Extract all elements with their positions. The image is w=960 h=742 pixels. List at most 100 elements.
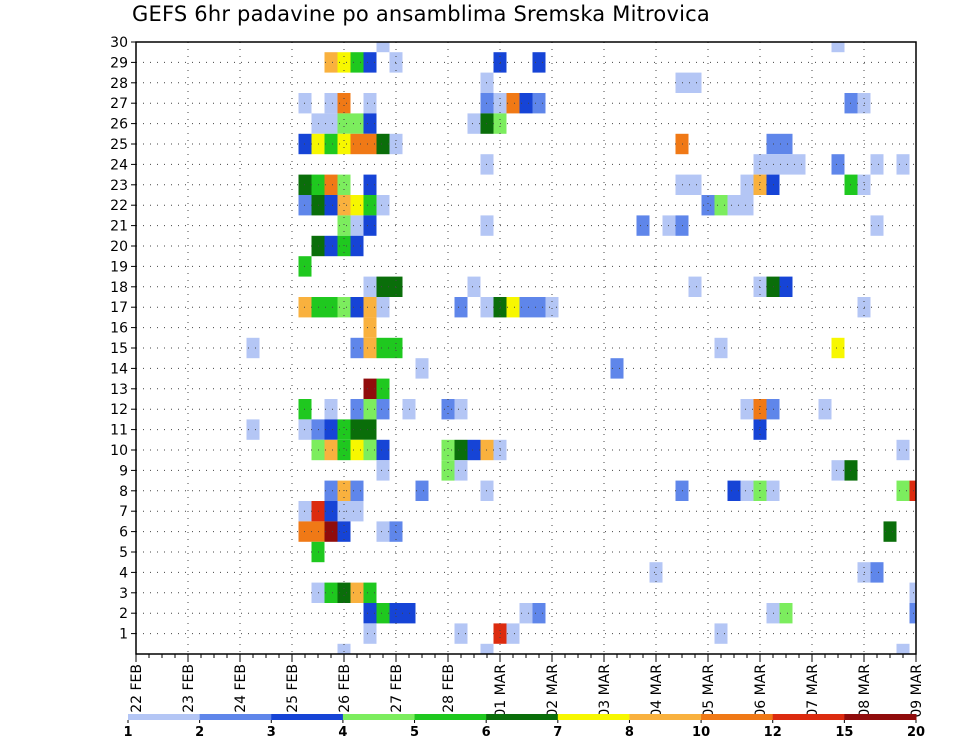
heatmap-cell <box>363 195 377 216</box>
heatmap-cell <box>701 195 715 216</box>
heatmap-cell <box>831 154 845 175</box>
heatmap-cell <box>337 643 351 654</box>
y-tick-label: 18 <box>110 280 128 296</box>
legend-swatch <box>701 714 774 720</box>
heatmap-cell <box>506 297 520 318</box>
heatmap-cell <box>896 154 910 175</box>
heatmap-cell <box>636 215 650 236</box>
y-tick-label: 25 <box>110 137 128 153</box>
y-tick-label: 28 <box>110 76 128 92</box>
heatmap-cell <box>350 439 364 461</box>
y-axis: 1234567891011121314151617181920212223242… <box>110 35 136 643</box>
heatmap-cell <box>740 399 754 420</box>
heatmap-cell <box>363 623 377 644</box>
y-tick-label: 11 <box>110 423 128 439</box>
legend-swatch <box>772 714 845 720</box>
heatmap-cell <box>363 133 377 155</box>
legend-swatch <box>844 714 917 720</box>
heatmap-cell <box>532 297 546 318</box>
heatmap-cell <box>324 195 338 216</box>
y-tick-label: 5 <box>119 545 128 561</box>
y-tick-label: 2 <box>119 606 128 622</box>
heatmap-cell <box>376 521 390 542</box>
heatmap-cell <box>415 358 429 379</box>
heatmap-cell <box>363 399 377 420</box>
heatmap-cell <box>324 93 338 114</box>
heatmap-cell <box>870 562 884 583</box>
heatmap-cell <box>870 154 884 175</box>
heatmap-cell <box>337 113 351 134</box>
cells-layer <box>246 42 916 654</box>
heatmap-cell <box>909 480 916 501</box>
y-tick-label: 27 <box>110 96 128 112</box>
heatmap-cell <box>350 52 364 73</box>
y-tick-label: 23 <box>110 178 128 194</box>
heatmap-cell <box>467 276 481 297</box>
heatmap-cell <box>610 358 624 379</box>
y-tick-label: 4 <box>119 565 128 581</box>
heatmap-cell <box>337 133 351 155</box>
x-tick-label: 08 MAR <box>857 664 873 718</box>
legend-swatch <box>629 714 702 720</box>
heatmap-cell <box>714 337 728 359</box>
heatmap-cell <box>350 419 364 440</box>
heatmap-cell <box>324 113 338 134</box>
heatmap-cell <box>532 52 546 73</box>
x-tick-label: 02 MAR <box>545 664 561 718</box>
heatmap-cell <box>324 399 338 420</box>
heatmap-cell <box>376 337 390 359</box>
heatmap-cell <box>740 480 754 501</box>
y-tick-label: 19 <box>110 259 128 275</box>
heatmap-cell <box>376 399 390 420</box>
heatmap-cell <box>831 460 845 481</box>
y-tick-label: 14 <box>110 361 128 377</box>
heatmap-cell <box>363 276 377 297</box>
heatmap-cell <box>324 297 338 318</box>
heatmap-cell <box>454 460 468 481</box>
heatmap-cell <box>714 195 728 216</box>
heatmap-cell <box>532 603 546 624</box>
y-tick-label: 13 <box>110 382 128 398</box>
heatmap-cell <box>350 235 364 257</box>
x-tick-label: 24 FEB <box>233 664 249 713</box>
heatmap-cell <box>467 439 481 461</box>
x-tick-label: 06 MAR <box>753 664 769 718</box>
y-tick-label: 30 <box>110 35 128 51</box>
legend-label: 2 <box>195 725 204 740</box>
y-tick-label: 6 <box>119 525 128 541</box>
heatmap-cell <box>727 195 741 216</box>
x-tick-label: 28 FEB <box>441 664 457 713</box>
legend-swatch <box>486 714 559 720</box>
heatmap-cell <box>350 399 364 420</box>
y-tick-label: 3 <box>119 586 128 602</box>
chart-title: GEFS 6hr padavine po ansamblima Sremska … <box>132 2 710 26</box>
heatmap-cell <box>909 582 916 603</box>
heatmap-cell <box>337 52 351 73</box>
heatmap-cell <box>883 521 897 542</box>
heatmap-cell <box>688 276 702 297</box>
heatmap-cell <box>441 439 455 461</box>
x-tick-label: 25 FEB <box>285 664 301 713</box>
heatmap-cell <box>350 133 364 155</box>
legend-label: 4 <box>338 725 347 740</box>
y-tick-label: 7 <box>119 504 128 520</box>
y-tick-label: 26 <box>110 117 128 133</box>
heatmap-cell <box>363 582 377 603</box>
x-tick-label: 26 FEB <box>337 664 353 713</box>
heatmap-cell <box>727 480 741 501</box>
x-tick-label: 09 MAR <box>909 664 925 718</box>
legend-label: 15 <box>835 725 853 740</box>
heatmap-cell <box>350 113 364 134</box>
heatmap-cell <box>779 133 793 155</box>
heatmap-cell <box>324 439 338 461</box>
heatmap-cell <box>415 480 429 501</box>
heatmap-cell <box>532 93 546 114</box>
heatmap-cell <box>454 297 468 318</box>
y-tick-label: 8 <box>119 484 128 500</box>
heatmap-cell <box>363 419 377 440</box>
color-legend: 1 2 3 4 5 6 7 8 10 12 15 20 <box>123 714 925 740</box>
x-tick-label: 22 FEB <box>129 664 145 713</box>
heatmap-cell <box>324 521 338 542</box>
heatmap-cell <box>376 133 390 155</box>
heatmap-cell <box>870 215 884 236</box>
